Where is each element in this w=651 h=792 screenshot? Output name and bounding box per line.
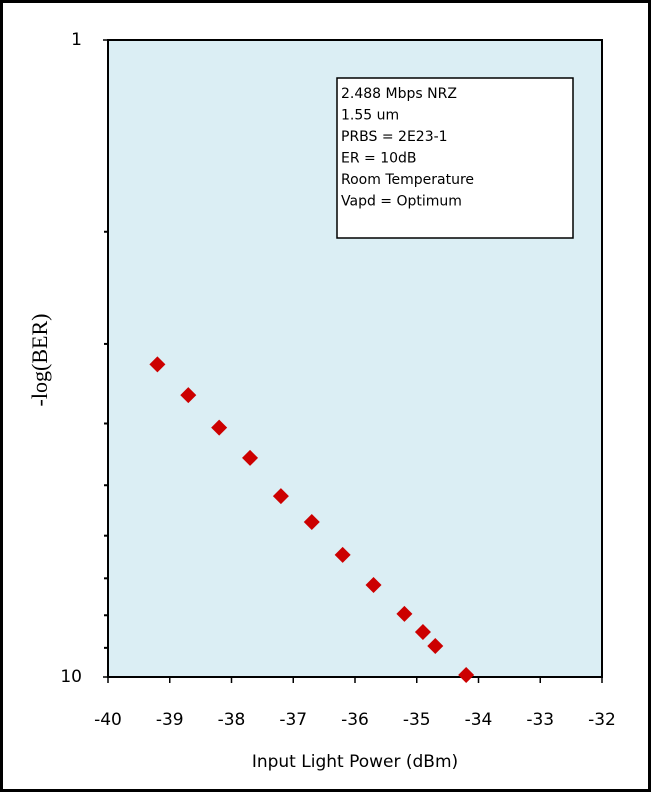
point <box>414 624 431 641</box>
point <box>396 605 413 622</box>
y-axis-label: -log(BER) <box>27 314 52 407</box>
annotation-line: 2.488 Mbps NRZ <box>341 86 457 102</box>
x-tick-label: -40 <box>94 710 122 730</box>
point <box>427 638 444 655</box>
point <box>334 546 351 563</box>
point <box>211 419 228 436</box>
point <box>458 667 475 684</box>
y-tick-label: 1 <box>71 30 82 50</box>
point <box>272 488 289 505</box>
x-tick-label: -36 <box>341 710 369 730</box>
x-tick-label: -33 <box>526 710 554 730</box>
annotation-line: ER = 10dB <box>341 151 417 167</box>
annotation-box <box>336 77 574 239</box>
point <box>242 449 259 466</box>
y-tick-label: 10 <box>60 667 82 687</box>
x-tick-label: -32 <box>588 710 616 730</box>
point <box>365 576 382 593</box>
annotation-line: 1.55 um <box>341 108 399 124</box>
point <box>303 513 320 530</box>
x-tick-label: -39 <box>156 710 184 730</box>
x-tick-label: -35 <box>403 710 431 730</box>
x-tick-label: -37 <box>279 710 307 730</box>
x-tick-label: -38 <box>218 710 246 730</box>
point <box>149 356 166 373</box>
x-tick-label: -34 <box>465 710 493 730</box>
point <box>180 387 197 404</box>
x-axis-label: Input Light Power (dBm) <box>252 752 458 772</box>
annotation-line: PRBS = 2E23-1 <box>341 129 448 145</box>
annotation-line: Vapd = Optimum <box>341 194 462 210</box>
annotation-line: Room Temperature <box>341 172 474 188</box>
